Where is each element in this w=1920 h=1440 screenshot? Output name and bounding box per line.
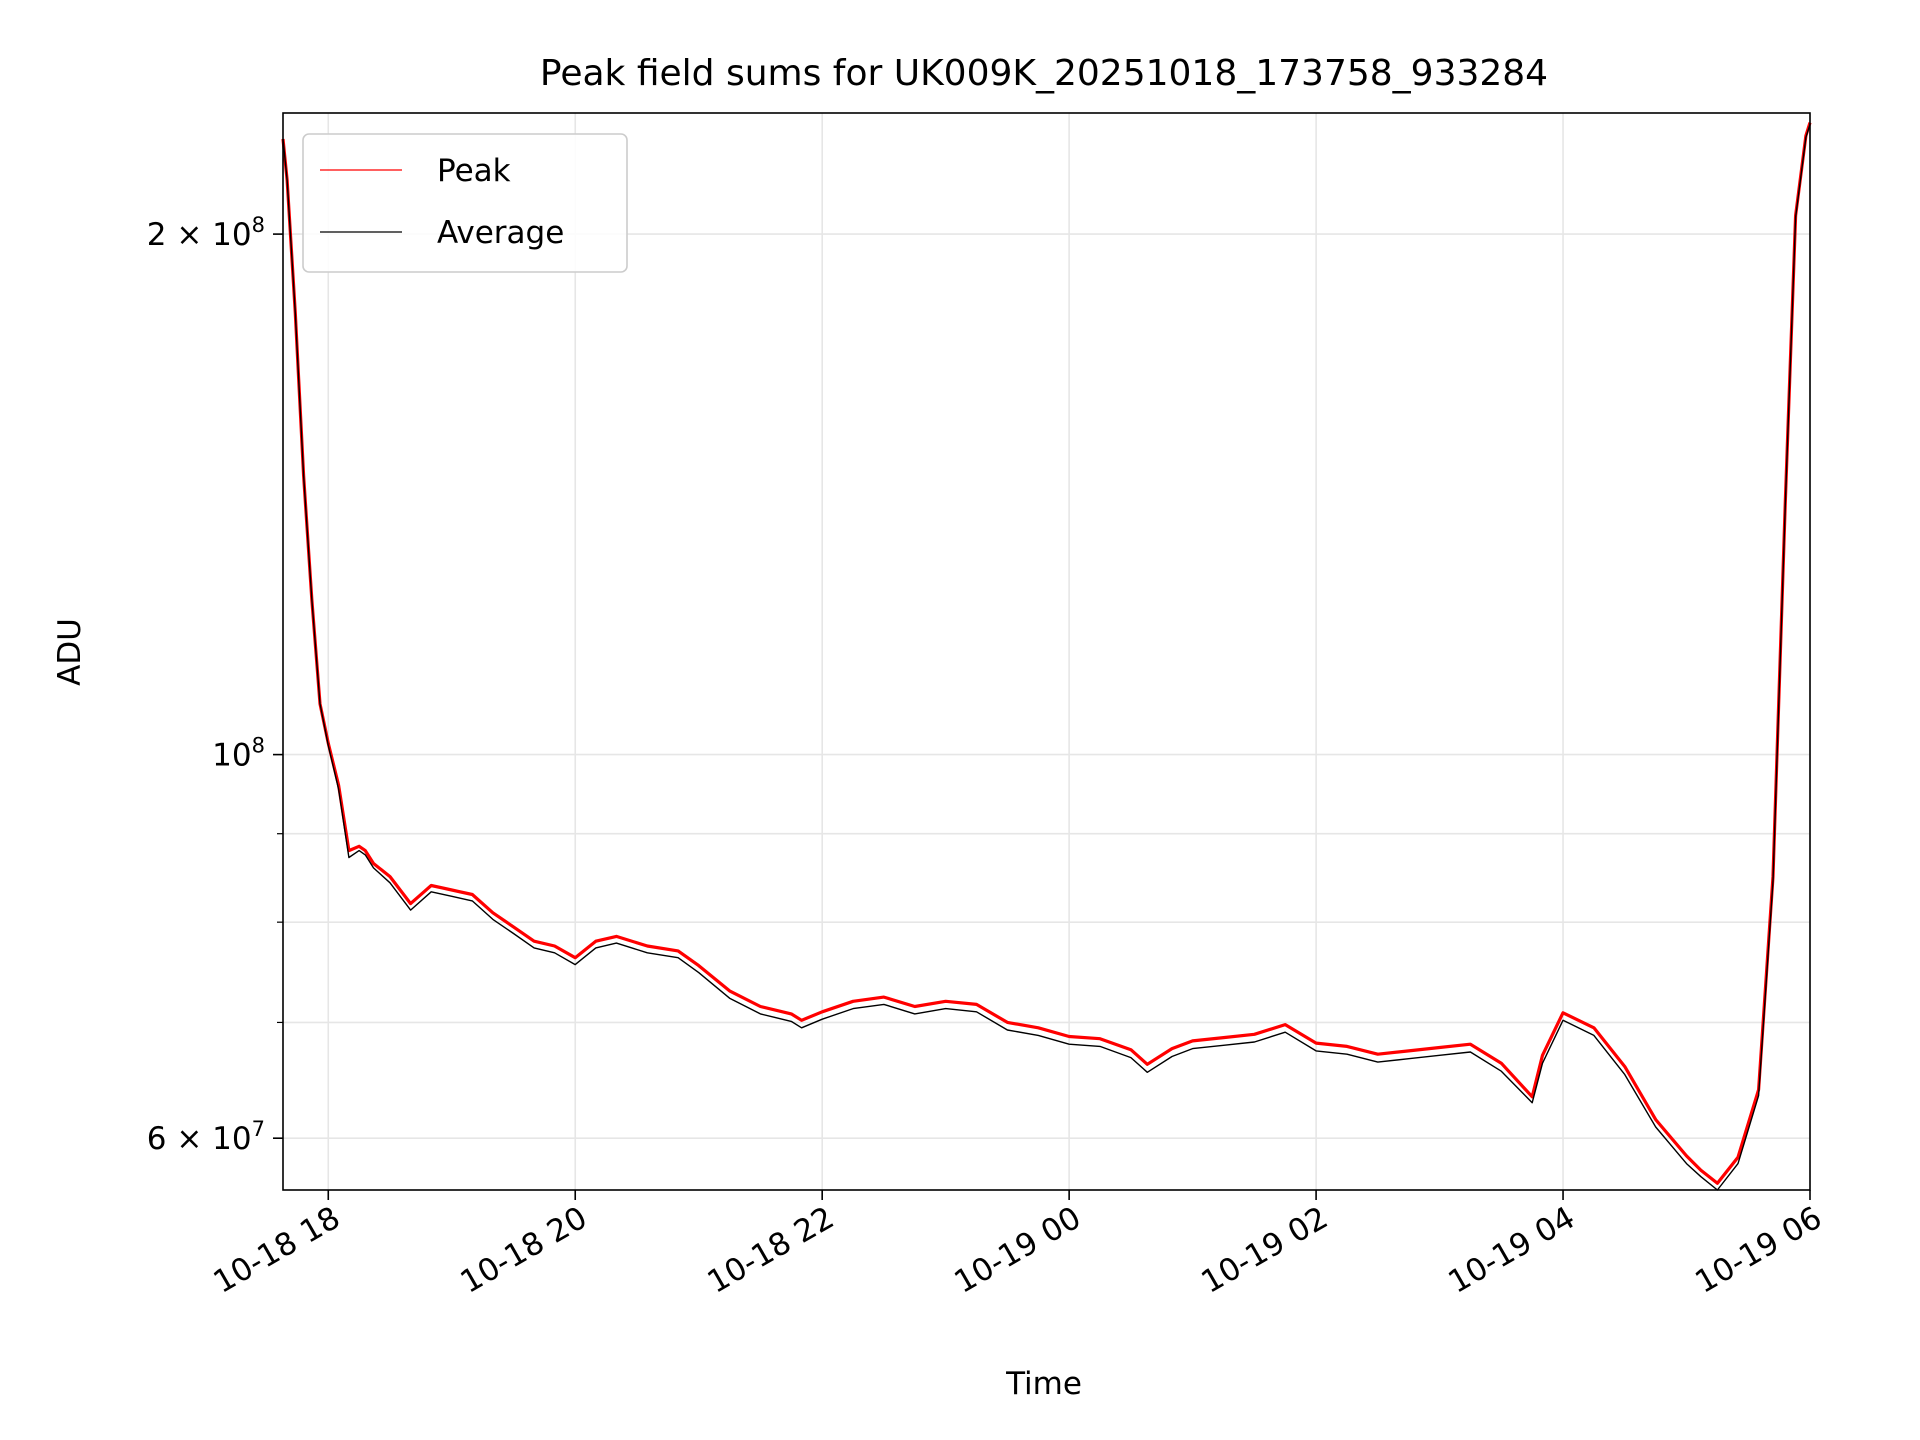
series-line-average xyxy=(282,124,1811,1191)
series-line-peak xyxy=(281,122,1812,1185)
legend: Peak Average xyxy=(302,133,628,273)
y-tick-label: 2 × 108 xyxy=(147,213,265,253)
y-axis-label: ADU xyxy=(52,618,88,686)
plot-frame xyxy=(282,112,1811,1191)
chart-title: Peak field sums for UK009K_20251018_1737… xyxy=(540,53,1548,94)
legend-label-average: Average xyxy=(437,215,564,251)
x-axis-label: Time xyxy=(1005,1366,1082,1402)
legend-box xyxy=(302,133,628,273)
grid xyxy=(283,113,1811,1190)
y-tick-label: 6 × 107 xyxy=(147,1117,265,1157)
y-tick-label: 108 xyxy=(212,734,265,774)
series-layer xyxy=(281,122,1812,1191)
legend-label-peak: Peak xyxy=(437,153,511,189)
